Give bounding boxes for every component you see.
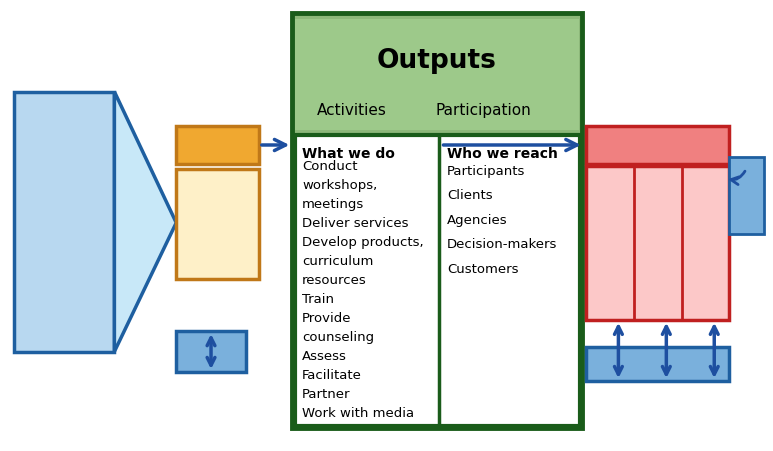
Bar (586, 167, 729, 320)
Text: Work with media: Work with media (302, 406, 414, 419)
Text: Provide: Provide (302, 312, 352, 325)
Text: Participation: Participation (435, 103, 531, 118)
Bar (586, 126, 729, 165)
Text: Partner: Partner (302, 387, 351, 400)
Bar (176, 331, 246, 372)
Text: Develop products,: Develop products, (302, 236, 424, 249)
Bar (295, 135, 580, 426)
Bar (586, 347, 729, 381)
Text: counseling: counseling (302, 331, 374, 344)
Bar (14, 92, 114, 352)
Text: Participants: Participants (447, 165, 525, 178)
Text: Deliver services: Deliver services (302, 217, 409, 230)
Text: Agencies: Agencies (447, 213, 507, 226)
Text: Clients: Clients (447, 189, 492, 202)
Text: Assess: Assess (302, 350, 347, 363)
Text: Outputs: Outputs (376, 48, 497, 74)
Text: workshops,: workshops, (302, 179, 377, 192)
Text: Facilitate: Facilitate (302, 368, 362, 382)
Bar (292, 14, 582, 428)
Text: Decision-makers: Decision-makers (447, 238, 557, 251)
Text: Activities: Activities (317, 103, 386, 118)
Polygon shape (114, 92, 176, 352)
Text: Customers: Customers (447, 262, 518, 275)
Text: resources: resources (302, 274, 367, 287)
Text: Conduct: Conduct (302, 160, 358, 173)
Bar (176, 126, 259, 165)
Bar (295, 20, 579, 131)
Text: Who we reach: Who we reach (447, 147, 557, 161)
Text: What we do: What we do (302, 147, 395, 161)
Bar (729, 158, 764, 235)
Text: Train: Train (302, 293, 334, 306)
Text: curriculum: curriculum (302, 255, 373, 268)
Bar (176, 169, 259, 280)
Text: meetings: meetings (302, 198, 365, 211)
